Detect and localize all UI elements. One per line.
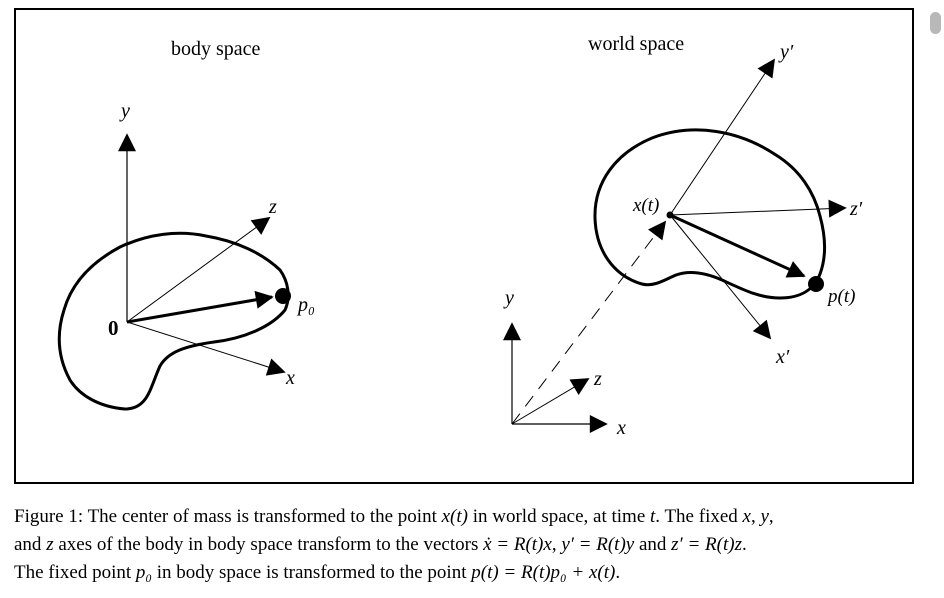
world-z-axis	[511, 378, 590, 425]
body-z-axis	[126, 216, 271, 323]
caption-text: .	[741, 534, 747, 555]
world-pt-vector	[669, 213, 806, 278]
caption-text: . The fixed	[655, 506, 743, 527]
world-center-point	[666, 211, 674, 219]
body-p0-point	[275, 288, 291, 304]
world-z-label: z	[593, 368, 602, 390]
caption-math: x(t)	[441, 506, 468, 527]
caption-text: .	[615, 562, 621, 583]
body-y-label: y	[119, 100, 130, 122]
caption-text: ,	[768, 506, 774, 527]
world-x-prime-axis	[669, 214, 772, 340]
caption-line-2: and z axes of the body in body space tra…	[14, 531, 924, 559]
caption-math: z′ = R(t)z	[671, 534, 742, 555]
scrollbar-thumb[interactable]	[930, 12, 941, 34]
figure-caption: Figure 1: The center of mass is transfor…	[14, 503, 924, 587]
caption-math: ẋ = R(t)x	[483, 534, 552, 555]
rigid-body-diagram: body space world space y z x 0 p₀ y x z …	[57, 33, 863, 439]
figure-frame	[14, 8, 914, 484]
caption-math: x	[742, 506, 751, 527]
caption-math: p(t) = R(t)p₀ + x(t)	[471, 562, 616, 583]
caption-text: ,	[750, 506, 761, 527]
caption-text: axes of the body in body space transform…	[53, 534, 484, 555]
caption-math: p₀	[135, 562, 152, 583]
caption-math: y′ = R(t)y	[561, 534, 635, 555]
body-origin-label: 0	[108, 316, 119, 340]
world-y-prime-axis	[669, 58, 776, 216]
world-x-label: x	[616, 417, 626, 439]
world-center-label: x(t)	[632, 195, 659, 216]
world-pt-label: p(t)	[826, 286, 855, 307]
world-position-vector	[511, 220, 667, 425]
body-z-label: z	[268, 196, 277, 218]
world-body-outline	[593, 128, 826, 300]
caption-text: in world space, at time	[467, 506, 651, 527]
caption-text: in body space is transformed to the poin…	[152, 562, 472, 583]
caption-text: The fixed point	[14, 562, 136, 583]
body-x-axis	[126, 321, 286, 376]
caption-math: z	[46, 534, 54, 555]
world-y-label: y	[503, 287, 514, 309]
caption-text: and	[14, 534, 47, 555]
world-x-prime-label: x′	[775, 346, 790, 368]
world-pt-point	[808, 276, 824, 292]
caption-prefix: Figure 1:	[14, 506, 84, 527]
body-p0-vector	[126, 290, 274, 324]
caption-text: ,	[551, 534, 562, 555]
caption-line-3: The fixed point p₀ in body space is tran…	[14, 559, 924, 587]
world-y-prime-label: y′	[778, 41, 794, 63]
body-x-label: x	[285, 367, 295, 389]
caption-line-1: Figure 1: The center of mass is transfor…	[14, 503, 924, 531]
caption-math: t	[650, 506, 656, 527]
body-p0-label: p₀	[296, 294, 315, 316]
caption-text: and	[634, 534, 672, 555]
world-z-prime-label: z′	[849, 198, 863, 220]
world-z-prime-axis	[669, 199, 847, 218]
world-space-label: world space	[588, 33, 684, 55]
body-space-label: body space	[171, 38, 261, 60]
body-outline	[57, 231, 290, 411]
caption-text: The center of mass is transformed to the…	[87, 506, 442, 527]
caption-math: y	[760, 506, 769, 527]
